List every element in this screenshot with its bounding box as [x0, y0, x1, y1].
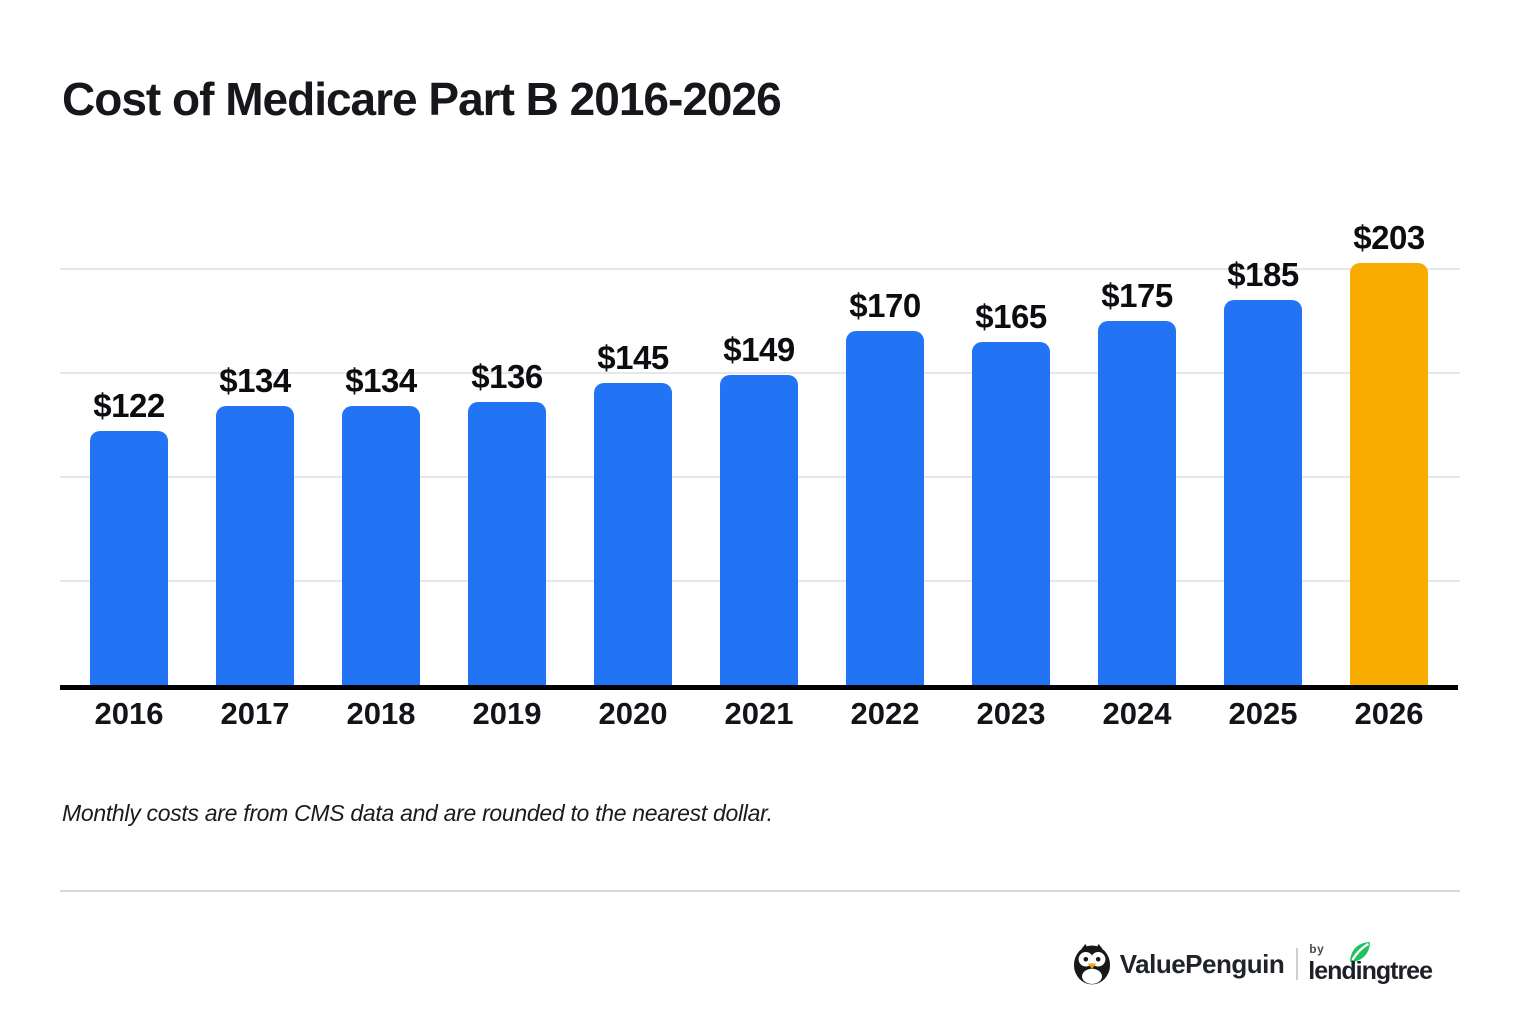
bar-value-label: $149 [723, 331, 795, 369]
x-axis-tick-label: 2023 [976, 696, 1046, 731]
bar-value-label: $165 [975, 297, 1047, 335]
bar-value-label: $136 [471, 358, 543, 396]
bar-value-label: $122 [93, 387, 165, 425]
bar-value-label: $185 [1227, 256, 1299, 294]
x-axis-tick-label: 2025 [1228, 696, 1298, 731]
x-axis-tick-label: 2024 [1102, 696, 1172, 731]
lendingtree-lockup: by lendingtree [1308, 941, 1433, 986]
chart-bar-2021 [720, 375, 798, 685]
valuepenguin-wordmark: ValuePenguin [1119, 948, 1285, 979]
chart-bar-2022 [846, 331, 924, 685]
gridline [60, 372, 1460, 374]
lendingtree-leaf-icon [1350, 941, 1371, 962]
source-footnote: Monthly costs are from CMS data and are … [62, 800, 773, 826]
valuepenguin-penguin-icon [1073, 944, 1110, 985]
chart-bar-2020 [594, 383, 672, 685]
footer-divider [60, 890, 1460, 892]
chart-bar-2023 [972, 341, 1050, 685]
bar-value-label: $203 [1353, 218, 1425, 256]
x-axis-line [60, 685, 1458, 690]
chart-bar-2017 [216, 406, 294, 685]
x-axis-tick-label: 2016 [94, 696, 164, 731]
chart-title: Cost of Medicare Part B 2016-2026 [62, 73, 782, 125]
brand-logo-lockup: ValuePenguin by lendingtree [1073, 938, 1433, 990]
bar-value-label: $134 [345, 362, 417, 400]
x-axis-tick-label: 2022 [850, 696, 920, 731]
x-axis-tick-label: 2026 [1354, 696, 1424, 731]
x-axis-tick-label: 2017 [220, 696, 290, 731]
bar-value-label: $170 [849, 287, 921, 325]
chart-bar-2025 [1224, 300, 1302, 685]
chart-bar-2016 [90, 431, 168, 685]
lendingtree-wordmark: lendingtree [1308, 956, 1433, 985]
gridline [60, 268, 1460, 270]
bar-value-label: $134 [219, 362, 291, 400]
chart-bar-2019 [468, 402, 546, 685]
by-label: by [1309, 941, 1325, 956]
x-axis-tick-label: 2021 [724, 696, 794, 731]
x-axis-tick-label: 2018 [346, 696, 416, 731]
x-axis-tick-label: 2020 [598, 696, 668, 731]
chart-bar-2026 [1350, 262, 1428, 685]
chart-bar-2018 [342, 406, 420, 685]
brand-divider-line [1296, 948, 1299, 980]
bar-value-label: $145 [597, 339, 669, 377]
bar-value-label: $175 [1101, 277, 1173, 314]
x-axis-tick-label: 2019 [472, 696, 542, 731]
chart-bar-2024 [1098, 321, 1176, 685]
